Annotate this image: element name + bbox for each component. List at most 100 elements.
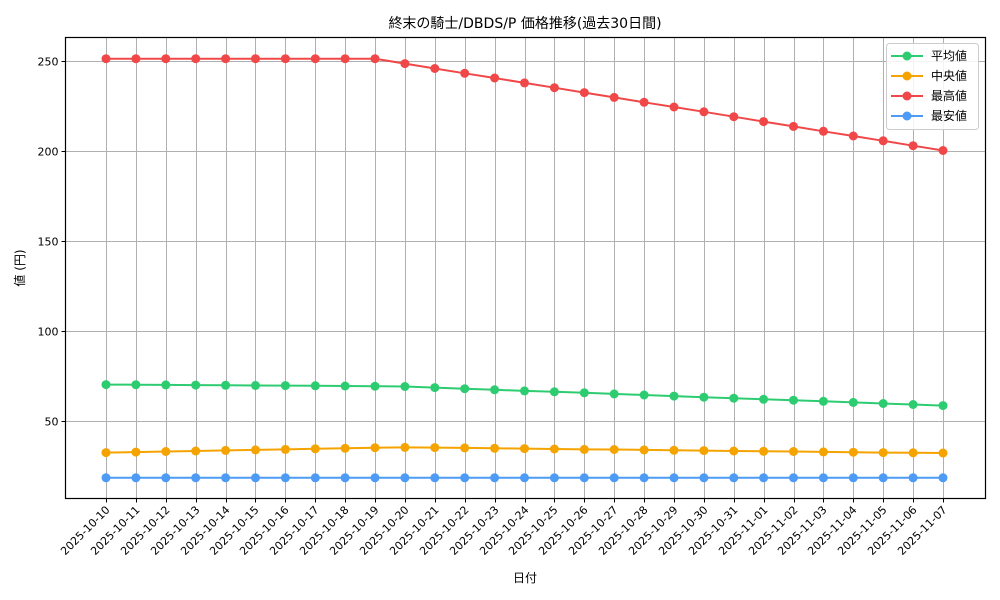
legend-label: 最安値	[931, 108, 967, 123]
data-point	[101, 473, 111, 483]
data-point	[908, 473, 918, 483]
data-point	[340, 381, 350, 391]
x-axis-ticks: 2025-10-102025-10-112025-10-122025-10-13…	[58, 498, 950, 558]
legend-item: 中央値	[891, 68, 967, 83]
legend-label: 最高値	[931, 88, 967, 103]
data-point	[251, 54, 260, 64]
data-point	[789, 395, 798, 405]
data-point	[699, 446, 709, 456]
data-point	[191, 446, 201, 456]
data-point	[310, 444, 320, 454]
data-point	[460, 443, 470, 453]
y-tick-label: 200	[38, 146, 59, 159]
data-point	[669, 391, 679, 401]
y-tick-label: 100	[38, 326, 59, 339]
data-point	[699, 392, 709, 402]
data-point	[221, 473, 231, 483]
data-point	[340, 54, 350, 64]
data-point	[490, 473, 500, 483]
data-point	[878, 399, 888, 408]
data-point	[161, 447, 171, 456]
data-point	[400, 442, 410, 452]
data-point	[908, 400, 918, 409]
data-point	[490, 73, 500, 83]
chart-title: 終末の騎士/DBDS/P 価格推移(過去30日間)	[388, 16, 661, 32]
y-tick-label: 150	[38, 236, 59, 249]
data-point	[340, 473, 350, 483]
data-point	[759, 446, 769, 456]
data-point	[280, 381, 290, 391]
data-point	[729, 473, 739, 483]
data-point	[520, 78, 529, 88]
grid	[65, 37, 986, 499]
data-point	[221, 54, 231, 64]
data-point	[370, 473, 380, 483]
data-point	[400, 473, 410, 483]
data-point	[191, 54, 201, 64]
data-point	[938, 146, 948, 155]
data-point	[549, 387, 559, 397]
data-point	[938, 473, 948, 483]
data-point	[549, 473, 559, 483]
data-point	[251, 473, 260, 483]
legend-marker-icon	[902, 111, 912, 121]
data-point	[400, 382, 410, 391]
legend-label: 平均値	[931, 48, 967, 63]
data-point	[520, 386, 529, 396]
data-point	[370, 54, 380, 64]
data-point	[908, 448, 918, 458]
data-point	[789, 473, 798, 483]
data-point	[729, 112, 739, 122]
data-point	[789, 447, 798, 456]
y-tick-label: 250	[38, 56, 59, 69]
data-point	[669, 473, 679, 483]
series-line	[106, 57, 944, 152]
series-0	[101, 380, 948, 411]
data-point	[280, 444, 290, 454]
legend-item: 最高値	[891, 88, 967, 103]
data-point	[699, 107, 709, 117]
data-point	[221, 380, 231, 390]
data-point	[430, 383, 440, 393]
data-point	[609, 92, 619, 102]
data-point	[938, 448, 948, 458]
data-point	[460, 384, 470, 394]
series-3	[101, 473, 948, 483]
data-point	[490, 385, 500, 395]
data-point	[310, 381, 320, 391]
legend-marker-icon	[902, 51, 912, 61]
y-tick-label: 50	[45, 416, 59, 429]
data-point	[549, 83, 559, 93]
data-point	[430, 443, 440, 453]
data-point	[848, 447, 858, 457]
data-point	[430, 64, 440, 73]
data-point	[699, 473, 709, 483]
legend-marker-icon	[902, 91, 912, 101]
data-point	[370, 443, 380, 453]
data-point	[310, 473, 320, 483]
data-point	[579, 444, 589, 454]
data-point	[818, 126, 828, 136]
data-point	[131, 380, 141, 390]
data-point	[161, 473, 171, 483]
data-point	[460, 68, 470, 78]
legend-item: 最安値	[891, 108, 967, 123]
data-point	[549, 444, 559, 454]
data-point	[191, 473, 201, 483]
data-point	[938, 401, 948, 411]
data-point	[460, 473, 470, 483]
data-point	[639, 390, 649, 400]
data-point	[131, 54, 141, 64]
series-2	[101, 54, 948, 155]
data-point	[878, 473, 888, 483]
data-point	[818, 473, 828, 483]
data-point	[818, 396, 828, 406]
x-axis-label: 日付	[513, 571, 537, 585]
data-point	[221, 445, 231, 455]
legend-marker-icon	[902, 71, 912, 81]
data-point	[251, 445, 260, 455]
data-point	[579, 88, 589, 98]
data-point	[908, 141, 918, 151]
data-point	[310, 54, 320, 64]
